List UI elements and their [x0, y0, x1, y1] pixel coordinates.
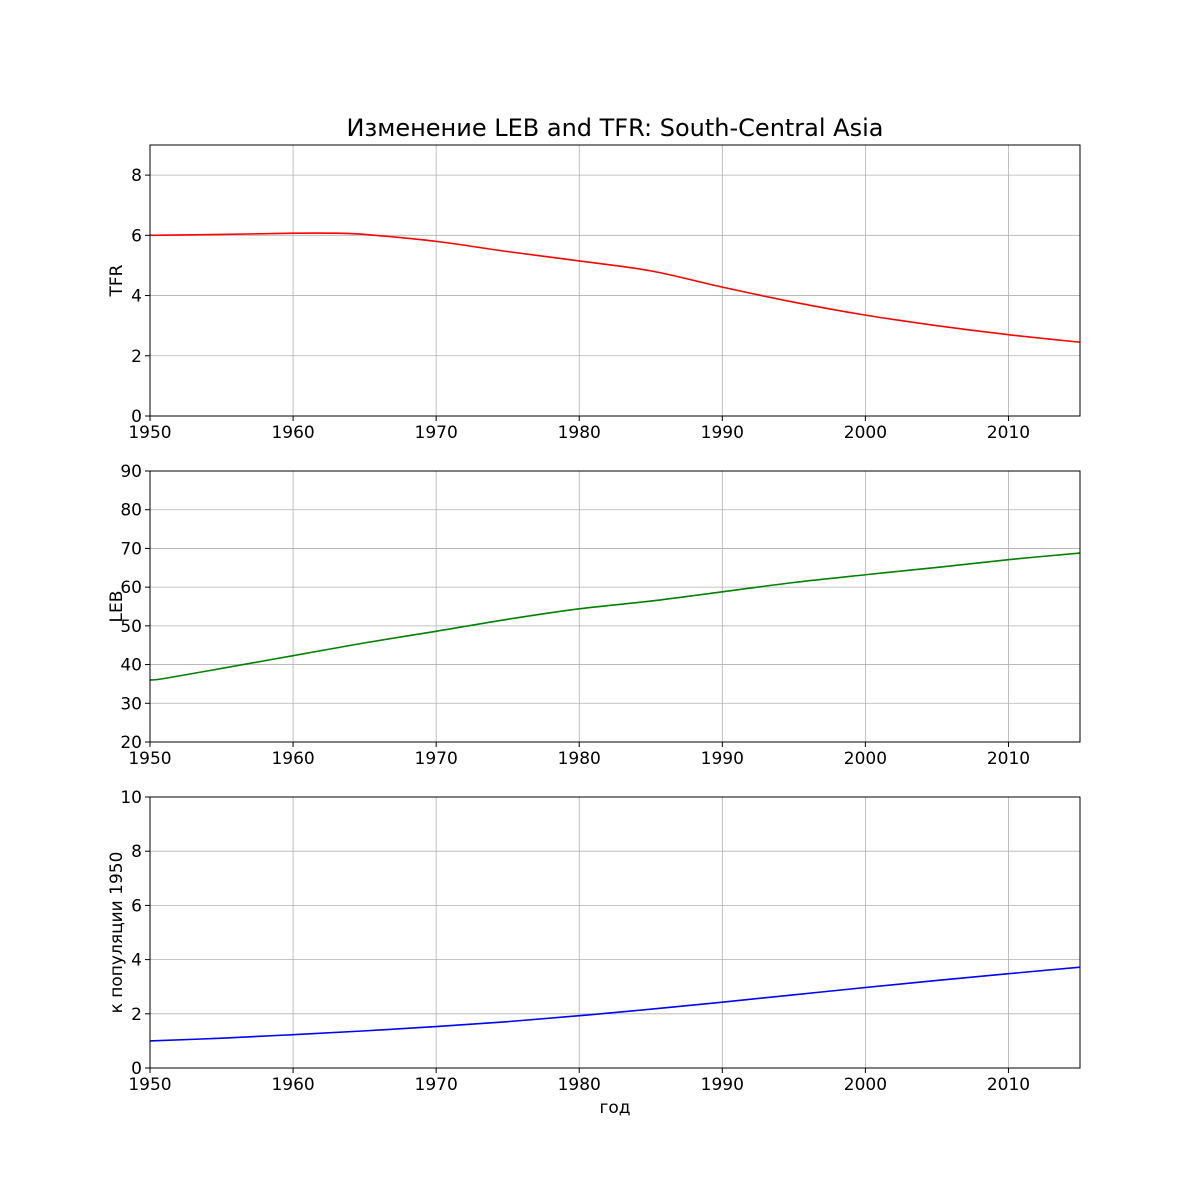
x-tick-label: 1990 — [701, 749, 744, 769]
series-line-2 — [149, 552, 1081, 681]
x-tick-label: 2000 — [844, 1075, 887, 1095]
subplot-1: 1950 1960 1970 1980 1990 2000 2010 0 2 4 6 8 TFR — [107, 144, 1081, 443]
x-tick-label: 2010 — [987, 749, 1030, 769]
x-tick-label: 2000 — [844, 749, 887, 769]
y-tick-label: 6 — [131, 896, 142, 916]
axes-frame — [149, 144, 1081, 417]
x-tick-label: 1990 — [701, 1075, 744, 1095]
y-tick-label: 4 — [131, 287, 142, 307]
x-tick-label: 1950 — [128, 1075, 171, 1095]
y-tick-label: 80 — [120, 501, 142, 521]
y-tick-label: 6 — [131, 226, 142, 246]
x-tick-label: 1950 — [128, 423, 171, 443]
y-axis-label: LEB — [107, 591, 127, 623]
y-tick-label: 8 — [131, 842, 142, 862]
x-tick-label: 1960 — [271, 749, 314, 769]
axes-frame — [149, 470, 1081, 743]
y-tick-label: 8 — [131, 166, 142, 186]
x-tick-label: 1980 — [558, 423, 601, 443]
x-tick-label: 1970 — [415, 749, 458, 769]
chart-title: Изменение LEB and TFR: South-Central Asi… — [347, 114, 884, 142]
x-tick-label: 1950 — [128, 749, 171, 769]
y-tick-label: 50 — [120, 617, 142, 637]
y-tick-label: 4 — [131, 951, 142, 971]
x-tick-label: 1980 — [558, 1075, 601, 1095]
x-tick-label: 1990 — [701, 423, 744, 443]
x-tick-label: 2010 — [987, 423, 1030, 443]
y-tick-label: 70 — [120, 539, 142, 559]
series-line-3 — [149, 966, 1081, 1042]
x-tick-label: 2000 — [844, 423, 887, 443]
y-tick-label: 60 — [120, 578, 142, 598]
y-tick-label: 90 — [120, 462, 142, 482]
x-tick-label: 2010 — [987, 1075, 1030, 1095]
x-axis-label: год — [599, 1098, 630, 1118]
y-tick-label: 0 — [131, 407, 142, 427]
x-tick-label: 1980 — [558, 749, 601, 769]
y-tick-label: 2 — [131, 1005, 142, 1025]
y-tick-label: 0 — [131, 1059, 142, 1079]
subplot-2: 1950 1960 1970 1980 1990 2000 2010 20 30 40 50 60 70… — [107, 462, 1081, 769]
x-tick-label: 1970 — [415, 1075, 458, 1095]
y-tick-label: 20 — [120, 733, 142, 753]
series-line-1 — [149, 232, 1081, 344]
y-axis-label: к популяции 1950 — [107, 852, 127, 1014]
axes-frame — [149, 796, 1081, 1069]
y-axis-label: TFR — [107, 264, 127, 297]
y-tick-label: 40 — [120, 656, 142, 676]
y-tick-label: 30 — [120, 694, 142, 714]
x-tick-label: 1970 — [415, 423, 458, 443]
y-tick-label: 2 — [131, 347, 142, 367]
y-tick-label: 10 — [120, 788, 142, 808]
x-tick-label: 1960 — [271, 423, 314, 443]
subplot-3: 1950 1960 1970 1980 1990 2000 2010 0 2 4 6 8 10 к поп… — [107, 788, 1081, 1118]
x-tick-label: 1960 — [271, 1075, 314, 1095]
